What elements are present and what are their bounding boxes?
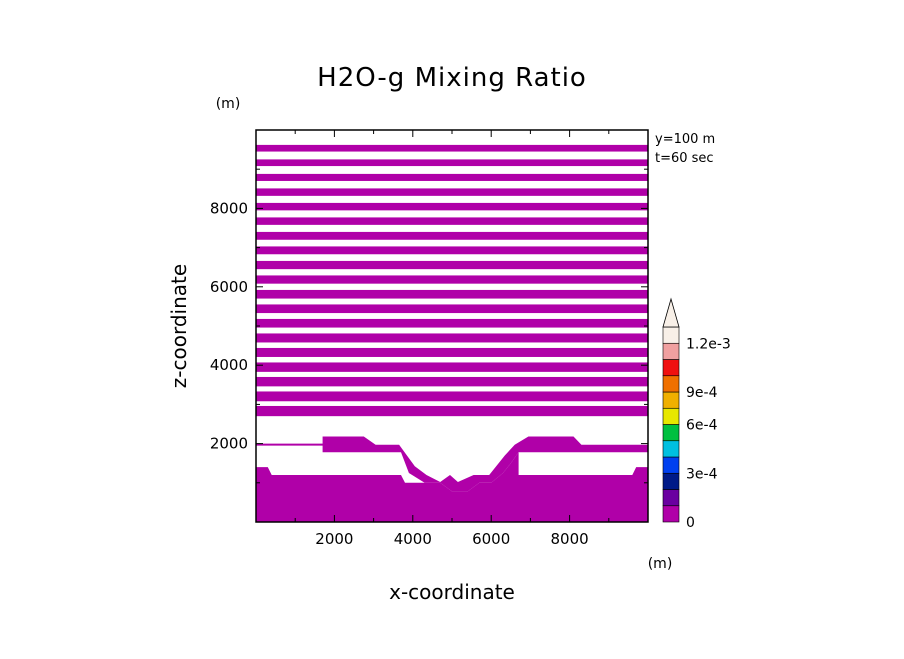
band-9	[256, 275, 648, 284]
band-5	[256, 217, 648, 225]
band-10	[256, 289, 648, 299]
colorbar-tick-label: 1.2e-3	[686, 336, 731, 352]
colorbar-level-11	[662, 326, 680, 344]
x-axis-ticks: 2000 4000 6000 8000	[294, 130, 610, 548]
y-axis-ticks: 2000 4000 6000 8000	[210, 168, 648, 484]
band-0	[256, 144, 648, 152]
x-tick-label: 6000	[472, 530, 510, 548]
colorbar-level-9	[662, 359, 680, 377]
colorbar: 0 3e-4 6e-4 9e-4 1.2e-3	[662, 297, 731, 531]
x-tick-label: 8000	[551, 530, 589, 548]
band-13	[256, 333, 648, 343]
band-16	[256, 376, 648, 387]
colorbar-tick-label: 6e-4	[686, 418, 718, 434]
plot-frame	[255, 129, 649, 523]
colorbar-extend-arrow	[662, 297, 680, 328]
y-axis-label: z-coordinate	[167, 264, 191, 388]
x-tick-label: 2000	[315, 530, 353, 548]
band-12	[256, 318, 648, 328]
lower-region-2	[256, 443, 374, 446]
colorbar-level-4	[662, 440, 680, 458]
band-15	[256, 362, 648, 372]
band-7	[256, 246, 648, 255]
band-11	[256, 304, 648, 314]
annotation-y: y=100 m	[655, 132, 715, 147]
band-4	[256, 202, 648, 211]
colorbar-level-7	[662, 391, 680, 409]
band-8	[256, 260, 648, 270]
lower-region-1	[256, 452, 648, 522]
colorbar-level-8	[662, 375, 680, 393]
chart-title: H2O-g Mixing Ratio	[317, 63, 587, 93]
band-14	[256, 347, 648, 357]
y-tick-label: 4000	[210, 356, 248, 374]
plot-fill-layer	[256, 144, 648, 522]
band-6	[256, 231, 648, 240]
band-3	[256, 188, 648, 196]
band-18	[256, 405, 648, 417]
colorbar-level-1	[662, 489, 680, 507]
colorbar-tick-label: 9e-4	[686, 385, 718, 401]
x-unit-label: (m)	[648, 556, 673, 572]
y-tick-label: 2000	[210, 435, 248, 453]
y-tick-label: 8000	[210, 199, 248, 217]
x-axis-label: x-coordinate	[389, 580, 515, 604]
colorbar-level-3	[662, 456, 680, 474]
colorbar-level-0	[662, 505, 680, 523]
x-tick-label: 4000	[394, 530, 432, 548]
band-17	[256, 391, 648, 402]
band-2	[256, 173, 648, 181]
colorbar-level-10	[662, 342, 680, 360]
colorbar-level-5	[662, 424, 680, 442]
band-1	[256, 159, 648, 167]
colorbar-tick-label: 3e-4	[686, 466, 718, 482]
y-tick-label: 6000	[210, 278, 248, 296]
colorbar-tick-label: 0	[686, 515, 695, 531]
annotation-t: t=60 sec	[655, 151, 714, 166]
y-unit-label: (m)	[216, 96, 241, 112]
colorbar-level-2	[662, 472, 680, 490]
lower-region-0	[256, 436, 648, 492]
colorbar-level-6	[662, 407, 680, 425]
